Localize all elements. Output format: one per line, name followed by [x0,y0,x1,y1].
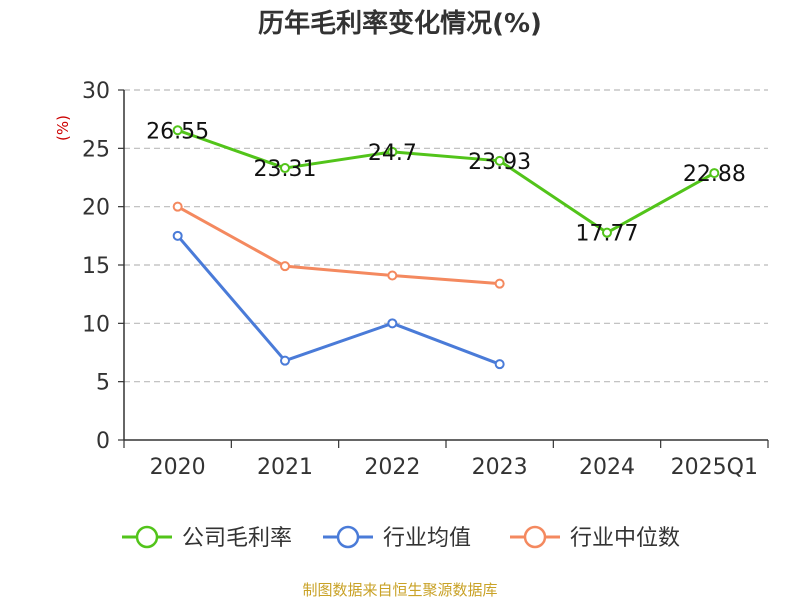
legend-marker [135,525,159,549]
data-point[interactable] [494,155,505,166]
grid [124,89,768,383]
y-tick-label: 25 [82,137,110,162]
data-label: 23.93 [468,150,531,175]
series-line [177,128,716,235]
x-tick-label: 2023 [472,455,528,480]
series-line [176,205,500,286]
data-point[interactable] [387,146,398,157]
data-point[interactable] [172,201,183,212]
data-point[interactable] [172,125,183,136]
data-label: 24.7 [368,141,417,166]
data-labels: 26.55 23.31 24.7 23.93 17.77 22.88 [146,119,746,246]
y-tick-label: 0 [96,429,110,454]
axes: 0 5 10 15 20 25 30 2020 2021 2022 2023 2024 2025Q1 [82,79,769,480]
y-tick-label: 10 [82,312,110,337]
legend-item[interactable]: 公司毛利率 [122,525,292,551]
series-group [172,125,720,370]
data-label: 22.88 [683,162,746,187]
y-tick-label: 30 [82,79,110,104]
data-point[interactable] [494,359,505,370]
legend[interactable]: 公司毛利率 行业均值 行业中位数 [122,525,680,551]
y-axis-label: (%) [54,115,72,141]
legend-marker [336,525,360,549]
chart-title: 历年毛利率变化情况(%) [258,8,542,39]
x-tick-label: 2022 [364,455,420,480]
legend-item[interactable]: 行业中位数 [510,525,680,551]
y-tick-label: 5 [96,371,110,396]
legend-label: 行业均值 [383,526,471,551]
data-label: 23.31 [254,157,317,182]
data-label: 26.55 [146,119,209,144]
data-point[interactable] [709,168,720,179]
x-tick-label: 2025Q1 [671,455,758,480]
legend-item[interactable]: 行业均值 [323,525,471,551]
data-point[interactable] [280,355,290,366]
series-0 [172,125,720,238]
source-note: 制图数据来自恒生聚源数据库 [302,581,497,599]
x-tick-label: 2020 [150,455,206,480]
series-1 [172,230,505,370]
series-2 [172,201,505,289]
y-tick-label: 20 [82,196,110,221]
x-tick-label: 2021 [257,455,313,480]
data-point[interactable] [387,318,398,329]
data-point[interactable] [494,278,505,289]
legend-marker [523,525,547,549]
x-tick-label: 2024 [579,455,635,480]
y-tick-label: 15 [82,254,110,279]
data-point[interactable] [172,230,183,241]
legend-label: 行业中位数 [570,526,680,551]
data-point[interactable] [280,261,290,272]
data-label: 17.77 [576,222,639,247]
series-line [176,234,501,366]
data-point[interactable] [387,270,398,281]
data-point[interactable] [602,227,612,238]
legend-label: 公司毛利率 [182,526,292,551]
data-point[interactable] [280,163,290,174]
